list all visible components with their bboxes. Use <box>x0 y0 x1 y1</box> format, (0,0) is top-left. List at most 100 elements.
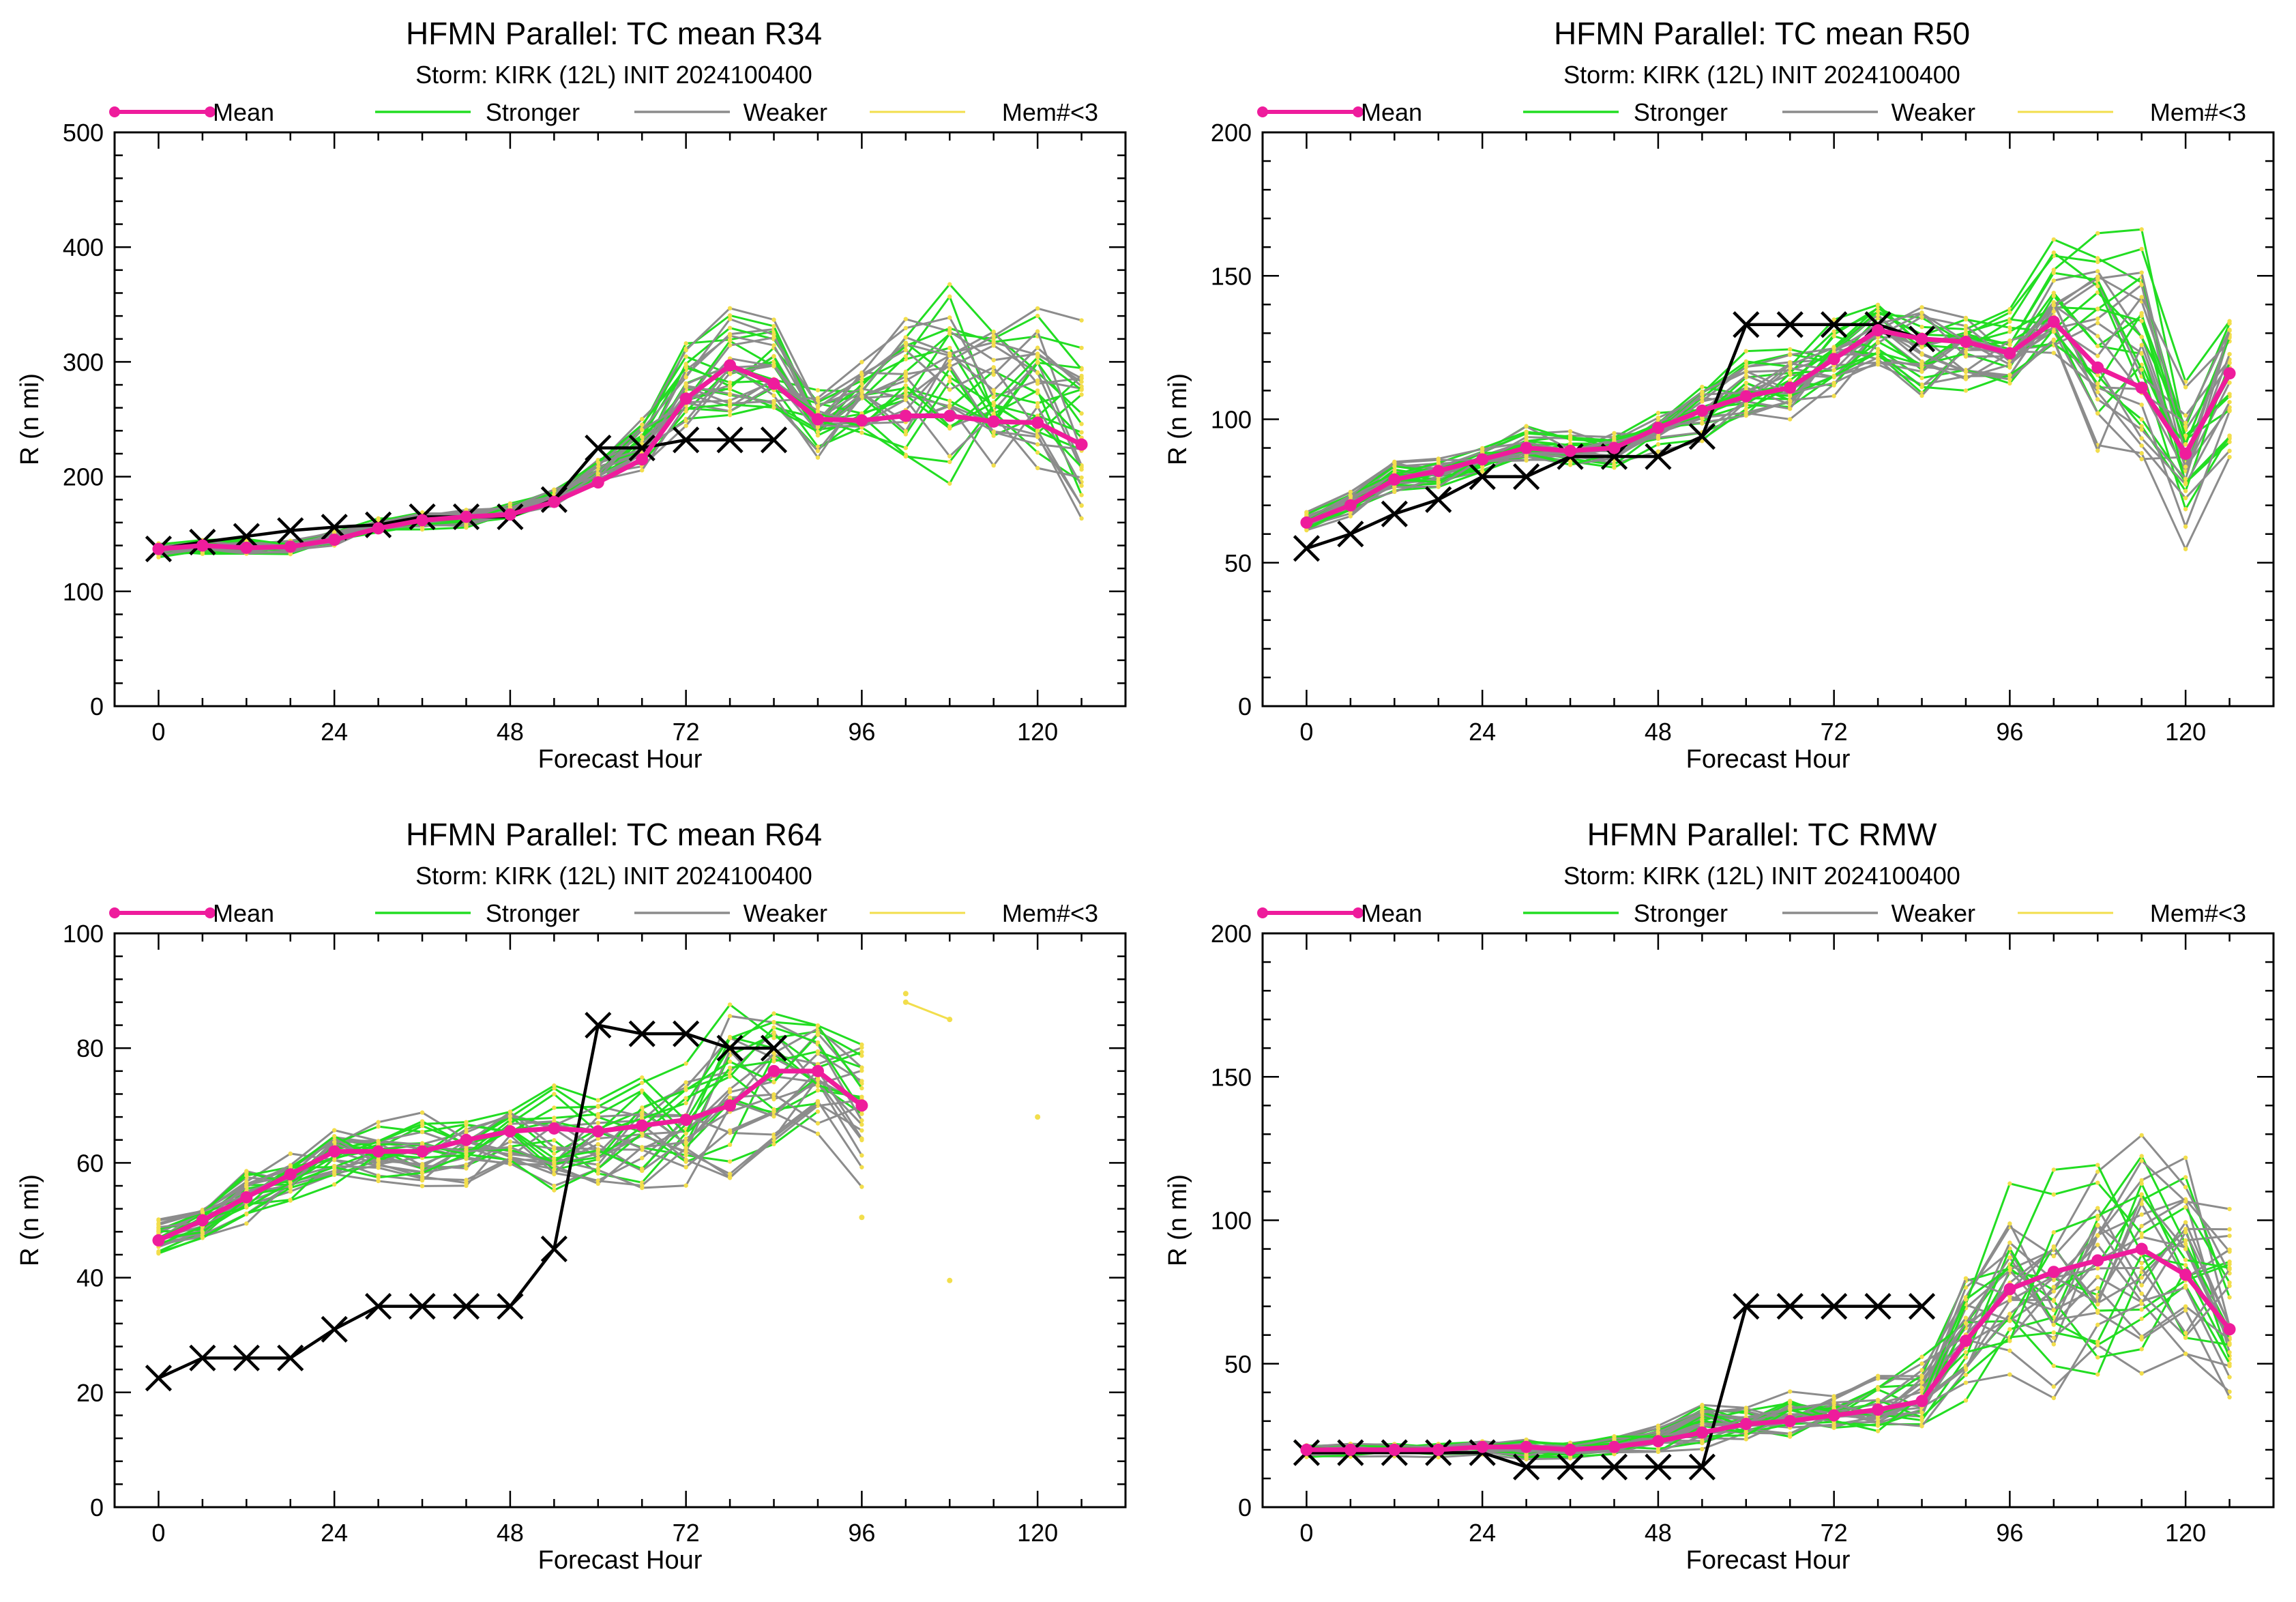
ensemble-member-point <box>2051 1342 2057 1347</box>
ensemble-member-point <box>683 1146 688 1151</box>
mean-point <box>328 1145 341 1158</box>
ensemble-member-point <box>552 1167 557 1172</box>
mean-point <box>1520 1440 1533 1453</box>
ensemble-member-point <box>991 430 996 435</box>
ensemble-member-point <box>859 1053 864 1058</box>
ensemble-member-point <box>2095 284 2100 289</box>
ensemble-member <box>1304 314 2232 523</box>
ensemble-member-point <box>156 1225 161 1229</box>
ensemble-member-point <box>1480 469 1485 474</box>
legend-label-0: Mean <box>213 98 274 126</box>
ensemble-member-point <box>552 1156 557 1161</box>
ensemble-member-point <box>1035 378 1040 383</box>
ensemble-member-point <box>1700 384 1705 390</box>
ensemble-member-point <box>2051 351 2057 355</box>
ensemble-member-point <box>815 444 821 449</box>
observed-series <box>145 426 788 563</box>
ensemble-member-point <box>1568 435 1573 440</box>
ensemble-member-point <box>771 1032 776 1037</box>
mean-point <box>328 534 341 547</box>
ensemble-member-point <box>1875 340 1881 345</box>
ensemble-member-point <box>156 1251 161 1256</box>
ensemble-member-point <box>683 1080 688 1085</box>
ensemble-member-point <box>2051 250 2057 255</box>
ensemble-member-point <box>1700 420 1705 425</box>
ensemble-member-point <box>683 1061 688 1066</box>
ensemble-member-point <box>683 341 688 346</box>
chart-subtitle: Storm: KIRK (12L) INIT 2024100400 <box>415 61 812 89</box>
ensemble-member-point <box>2007 325 2012 330</box>
ensemble-member-point <box>1079 493 1084 497</box>
ensemble-member-point <box>815 455 821 460</box>
ensemble-member-point <box>2139 1181 2144 1186</box>
ensemble-member-point <box>1963 354 1969 359</box>
ensemble-member-point <box>2051 1335 2057 1340</box>
ensemble-member-point <box>859 1049 864 1055</box>
ensemble-member-point <box>244 1173 249 1178</box>
ensemble-member-point <box>1079 516 1084 521</box>
ensemble-member-point <box>1079 345 1084 351</box>
ensemble-member-point <box>552 1163 557 1168</box>
ensemble-member-point <box>727 392 733 396</box>
ensemble-member-point <box>2183 1238 2188 1243</box>
ensemble-member-point <box>2139 313 2144 319</box>
ensemble-member-point <box>1035 381 1040 386</box>
ensemble-member-point <box>552 1159 557 1164</box>
ensemble-member-point <box>2007 1311 2012 1316</box>
x-tick-label: 96 <box>848 718 875 746</box>
ensemble-member-point <box>771 393 776 398</box>
ensemble-member-point <box>1919 393 1924 398</box>
x-tick-label: 120 <box>2165 718 2206 746</box>
ensemble-member-point <box>2007 1298 2012 1303</box>
ensemble-member-point <box>2051 278 2057 283</box>
ensemble-member-point <box>595 1141 600 1147</box>
legend-label-1: Stronger <box>1634 899 1728 927</box>
ensemble-member-line <box>1306 338 2231 530</box>
ensemble-member-point <box>1875 1416 1881 1422</box>
ensemble-member-point <box>1079 422 1084 426</box>
ensemble-member-point <box>2183 441 2188 447</box>
ensemble-member-point <box>771 364 776 368</box>
ensemble-member-point <box>1079 367 1084 372</box>
ensemble-member-point <box>1035 442 1040 447</box>
legend-label-2: Weaker <box>1892 98 1975 126</box>
ensemble-member-point <box>903 446 909 450</box>
mean-point <box>2047 1266 2060 1279</box>
ensemble-member-point <box>2095 1242 2100 1247</box>
ensemble-member-point <box>595 1148 600 1153</box>
y-tick-label: 50 <box>1224 1350 1252 1378</box>
ensemble-member-point <box>2227 1262 2232 1267</box>
ensemble-member-point <box>1655 416 1661 420</box>
ensemble-member-point <box>507 1118 513 1122</box>
x-tick-label: 96 <box>1996 1519 2023 1547</box>
mean-point <box>855 1099 868 1112</box>
ensemble-member-point <box>1392 484 1397 490</box>
ensemble-member-point <box>2139 1261 2144 1266</box>
observed-point <box>1821 311 1848 338</box>
ensemble-member-point <box>1480 446 1485 452</box>
ensemble-member-point <box>552 1083 557 1088</box>
ensemble-member-point <box>1700 1418 1705 1423</box>
ensemble-member-point <box>2051 1192 2057 1197</box>
ensemble-member-point <box>420 1184 425 1189</box>
ensemble-member-point <box>2139 1275 2144 1280</box>
ensemble-member-point <box>1079 503 1084 508</box>
mean-point <box>2091 361 2104 374</box>
mean-point <box>1520 441 1533 454</box>
ensemble-member-point <box>2183 489 2188 493</box>
ensemble-member-point <box>947 359 952 364</box>
ensemble-member-point <box>2183 480 2188 485</box>
ensemble-member-point <box>2095 256 2100 261</box>
ensemble-member-point <box>2095 1169 2100 1174</box>
ensemble-member-point <box>1743 349 1748 353</box>
ensemble-member-point <box>2139 427 2144 432</box>
ensemble-member-point <box>1700 1446 1705 1452</box>
ensemble-member-point <box>1079 411 1084 416</box>
mean-point <box>636 453 649 466</box>
ensemble-member-point <box>1743 365 1748 370</box>
mean-point <box>2091 1254 2104 1267</box>
ensemble-member-line <box>1306 282 2231 527</box>
ensemble-member-point <box>1743 1437 1748 1442</box>
observed-point <box>321 1315 348 1343</box>
y-axis-label: R (n mi) <box>16 1174 44 1266</box>
